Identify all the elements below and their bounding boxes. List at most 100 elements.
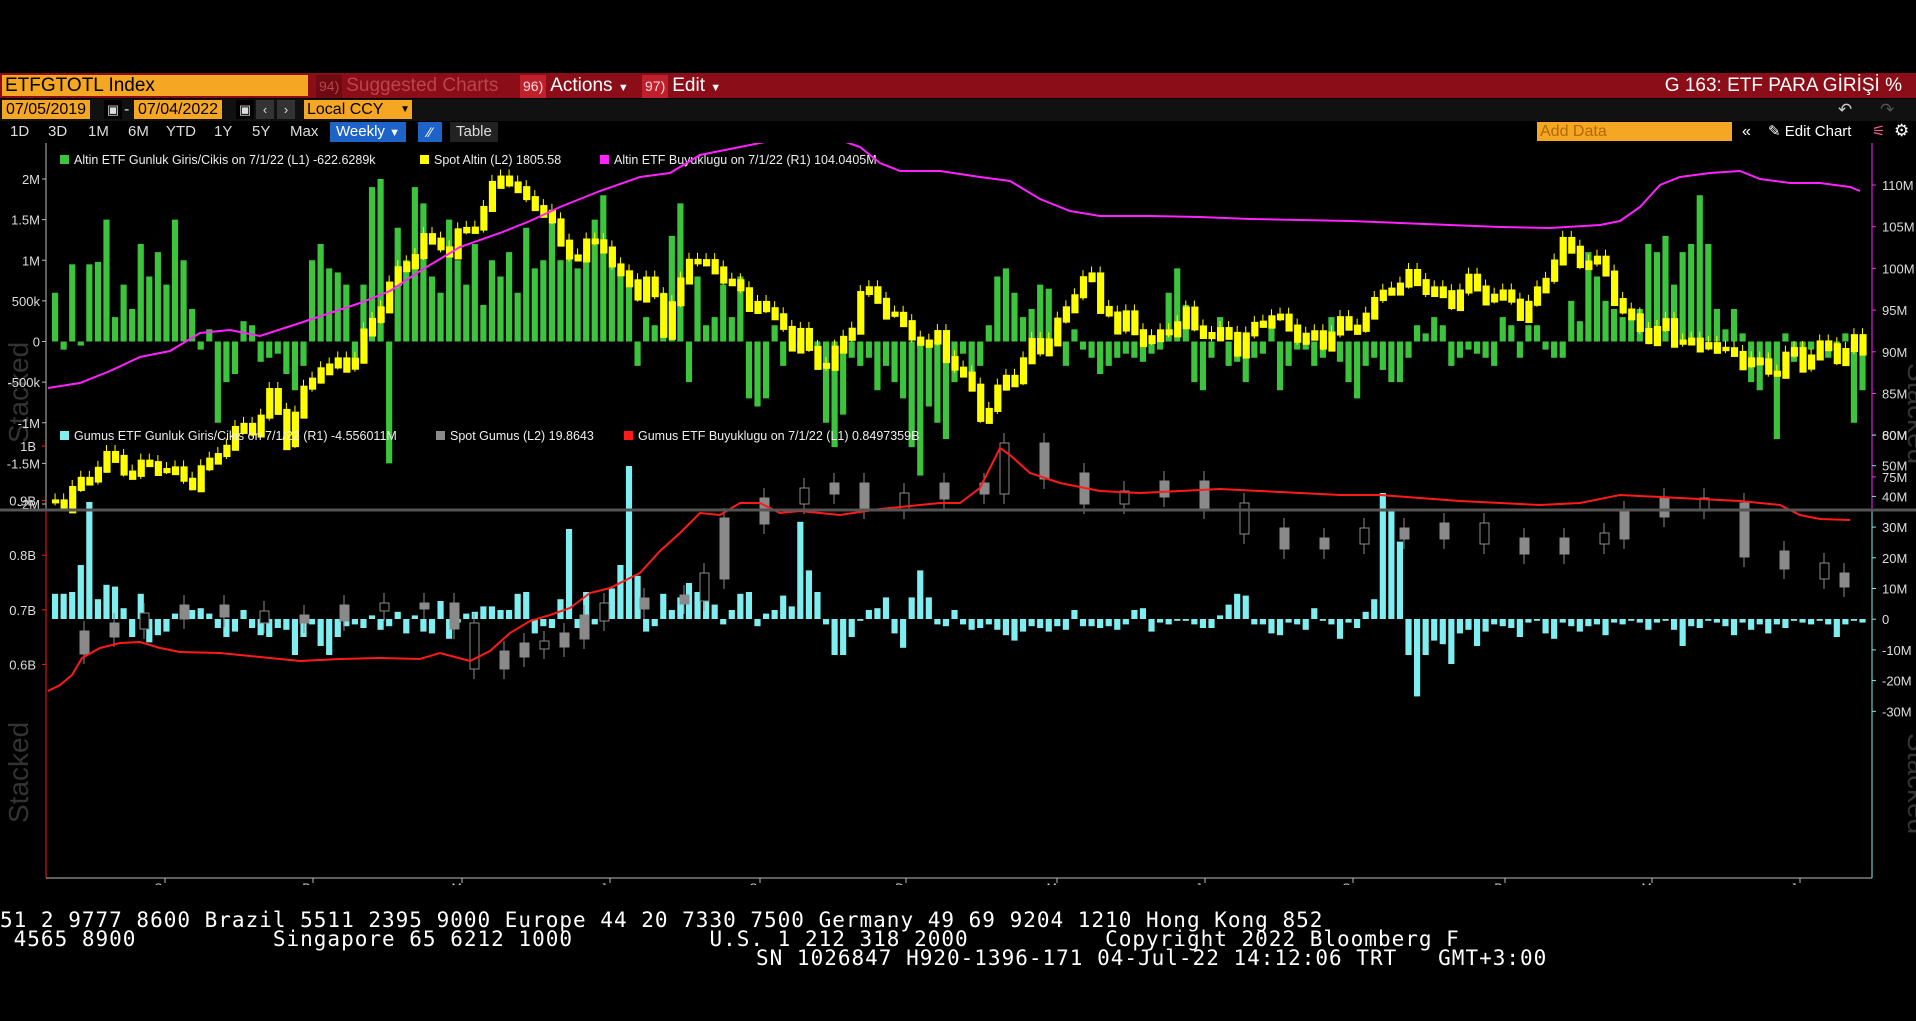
chart-settings-icon[interactable]: ⚟ bbox=[1872, 123, 1886, 140]
suggested-charts-button[interactable]: 94) Suggested Charts bbox=[316, 74, 498, 98]
end-date-input[interactable]: 07/04/2022 bbox=[134, 100, 223, 119]
silver-flow-bar bbox=[1019, 619, 1027, 632]
silver-flow-bar bbox=[1285, 619, 1292, 623]
range-5y[interactable]: 5Y bbox=[252, 123, 271, 140]
line-chart-icon[interactable]: ⁄⁄ bbox=[418, 122, 442, 142]
gold-candle bbox=[951, 356, 959, 371]
currency-select[interactable]: Local CCY ▼ bbox=[304, 100, 412, 119]
right-tick-label: 50M bbox=[1882, 459, 1907, 474]
calendar-icon[interactable]: ▣ bbox=[104, 100, 122, 119]
silver-flow-bar bbox=[1482, 619, 1489, 632]
gold-candle bbox=[788, 325, 796, 352]
gold-candle bbox=[1071, 294, 1079, 314]
silver-flow-bar bbox=[1251, 619, 1258, 625]
silver-flow-bar bbox=[377, 619, 384, 630]
gold-flow-bar bbox=[1525, 325, 1532, 342]
gold-flow-bar bbox=[1559, 341, 1566, 358]
gold-candle bbox=[1302, 332, 1310, 345]
gold-flow-bar bbox=[1439, 325, 1446, 342]
gold-flow-bar bbox=[1011, 292, 1018, 342]
add-data-input[interactable]: Add Data bbox=[1537, 122, 1732, 141]
table-button[interactable]: Table bbox=[450, 122, 498, 142]
gold-flow-bar bbox=[694, 276, 701, 342]
gold-candle bbox=[52, 499, 60, 504]
gold-flow-bar bbox=[1645, 244, 1652, 342]
gold-candle bbox=[1216, 327, 1225, 342]
gold-candle bbox=[1294, 324, 1302, 343]
legend-swatch bbox=[420, 155, 429, 164]
silver-flow-bar bbox=[428, 619, 436, 634]
gold-candle bbox=[797, 327, 805, 354]
gold-candle bbox=[300, 385, 308, 419]
range-max[interactable]: Max bbox=[290, 123, 319, 140]
prev-arrow-icon[interactable]: ‹ bbox=[256, 100, 274, 119]
silver-flow-bar bbox=[1122, 619, 1129, 625]
silver-flow-bar bbox=[189, 610, 196, 619]
range-3d[interactable]: 3D bbox=[48, 123, 68, 140]
silver-flow-bar bbox=[274, 619, 281, 628]
silver-candle bbox=[679, 594, 690, 605]
actions-menu[interactable]: 96) Actions ▼ bbox=[520, 74, 629, 98]
chart-area[interactable]: Stacked Stacked 2M 1.5M 1M 500k 0 -500k -1M -1.5M… bbox=[0, 143, 1916, 885]
gold-candle bbox=[531, 196, 539, 212]
edit-chart-button[interactable]: ✎ Edit Chart bbox=[1768, 122, 1851, 142]
gold-candle bbox=[180, 466, 188, 482]
range-ytd[interactable]: YTD bbox=[166, 123, 196, 140]
range-1m[interactable]: 1M bbox=[88, 123, 109, 140]
start-date-input[interactable]: 07/05/2019 bbox=[2, 100, 91, 119]
gold-candle bbox=[1191, 306, 1199, 331]
gold-candle bbox=[583, 238, 591, 263]
silver-flow-bar bbox=[608, 588, 615, 619]
gold-flow-bar bbox=[1850, 341, 1858, 423]
silver-flow-bar bbox=[1782, 619, 1789, 628]
ticker-field[interactable]: ETFGTOTL Index bbox=[2, 75, 308, 96]
date-separator: - bbox=[124, 101, 130, 118]
redo-icon[interactable]: ↷ bbox=[1880, 100, 1895, 119]
gold-flow-bar bbox=[1242, 341, 1249, 383]
silver-flow-bar bbox=[1593, 619, 1601, 625]
gold-candle bbox=[874, 286, 882, 304]
gold-flow-bar bbox=[1782, 333, 1789, 342]
silver-candle bbox=[699, 572, 710, 602]
left-tick-label: -500k bbox=[7, 375, 40, 390]
silver-flow-bar bbox=[1859, 619, 1866, 623]
range-1y[interactable]: 1Y bbox=[214, 123, 233, 140]
silver-candle bbox=[449, 602, 460, 630]
gold-flow-bar bbox=[1499, 317, 1506, 342]
gold-flow-bar bbox=[266, 341, 273, 358]
silver-flow-bar bbox=[214, 619, 221, 628]
x-tick-label: Dec bbox=[1494, 881, 1515, 885]
silver-flow-bar bbox=[540, 619, 547, 627]
gold-candle bbox=[1208, 331, 1216, 340]
gold-flow-bar bbox=[1705, 244, 1712, 342]
legend-label: Altin ETF Gunluk Giris/Cikis on 7/1/22 (… bbox=[74, 153, 376, 167]
undo-icon[interactable]: ↶ bbox=[1838, 100, 1853, 119]
silver-flow-bar bbox=[1302, 619, 1309, 630]
gold-candle bbox=[1439, 286, 1447, 299]
silver-flow-bar bbox=[1473, 619, 1481, 646]
period-select[interactable]: Weekly ▼ bbox=[330, 122, 406, 142]
silver-flow-bar bbox=[1533, 619, 1541, 621]
gold-candle bbox=[565, 239, 574, 260]
gold-candle bbox=[411, 254, 419, 270]
gear-icon[interactable]: ⚙ bbox=[1894, 121, 1910, 140]
silver-candle bbox=[1599, 532, 1610, 545]
left-tick-label: 0.7B bbox=[9, 603, 36, 618]
range-6m[interactable]: 6M bbox=[128, 123, 149, 140]
silver-flow-bar bbox=[651, 619, 658, 627]
next-arrow-icon[interactable]: › bbox=[277, 100, 295, 119]
calendar-icon[interactable]: ▣ bbox=[236, 100, 254, 119]
collapse-icon[interactable]: « bbox=[1742, 123, 1751, 140]
edit-menu[interactable]: 97) Edit ▼ bbox=[642, 74, 721, 98]
gold-flow-bar bbox=[968, 341, 975, 374]
edit-num: 97) bbox=[642, 75, 669, 98]
gold-flow-bar bbox=[1139, 341, 1147, 362]
silver-flow-bar bbox=[1199, 619, 1207, 628]
gold-candle bbox=[977, 383, 985, 422]
gold-flow-bar bbox=[1037, 284, 1044, 342]
range-1d[interactable]: 1D bbox=[10, 123, 30, 140]
silver-flow-bar bbox=[557, 599, 564, 619]
chevron-down-icon: ▼ bbox=[389, 127, 400, 139]
gold-candle bbox=[1816, 340, 1824, 361]
gold-flow-bar bbox=[1756, 341, 1763, 391]
